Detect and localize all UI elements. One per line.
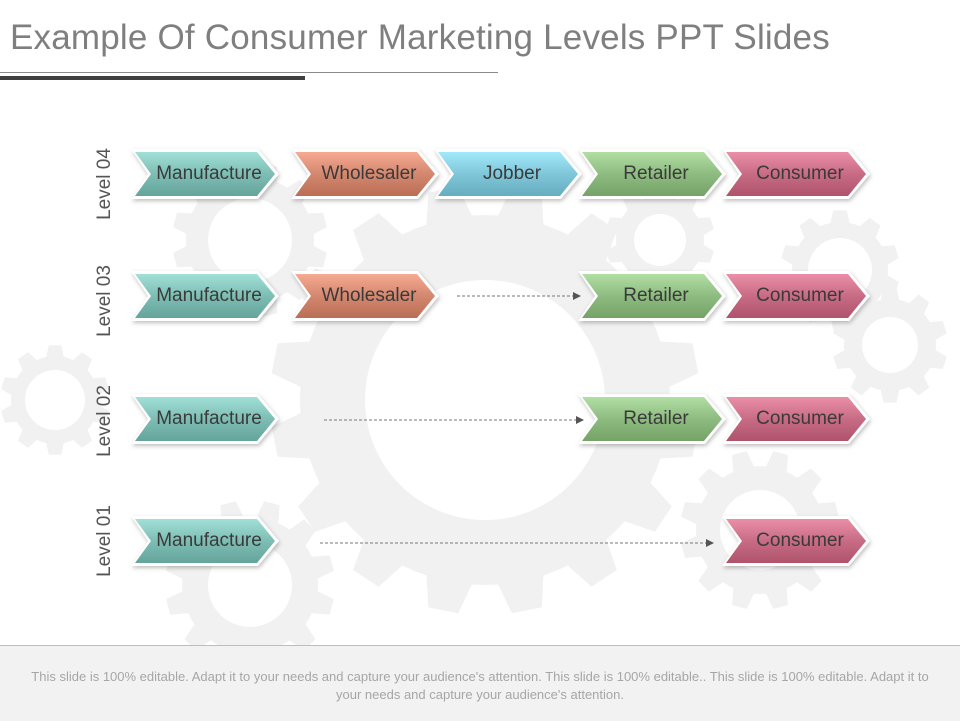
level-04-consumer-chevron[interactable]: Consumer <box>721 148 871 200</box>
level-03-retailer-chevron[interactable]: Retailer <box>577 270 727 322</box>
title-rule-thick <box>0 76 305 80</box>
level-02-retailer-chevron[interactable]: Retailer <box>577 393 727 445</box>
stage-label: Wholesaler <box>321 163 417 184</box>
stage-label: Consumer <box>756 408 844 429</box>
chevron-shape <box>131 394 279 444</box>
chevron-shape <box>722 516 870 566</box>
level-03-consumer-chevron[interactable]: Consumer <box>721 270 871 322</box>
stage-label: Manufacture <box>156 530 262 551</box>
level-02-dashed-arrow <box>324 416 584 424</box>
gear-hole <box>208 198 292 282</box>
level-03-dashed-arrow <box>457 292 581 300</box>
level-04-manufacture-chevron[interactable]: Manufacture <box>130 148 280 200</box>
stage-label: Manufacture <box>156 163 262 184</box>
level-01-dashed-arrow <box>320 539 714 547</box>
level-01-label: Level 01 <box>94 505 115 577</box>
level-03-manufacture-chevron[interactable]: Manufacture <box>130 270 280 322</box>
page-title: Example Of Consumer Marketing Levels PPT… <box>10 18 830 57</box>
level-01-manufacture-chevron[interactable]: Manufacture <box>130 515 280 567</box>
chevron-shape <box>722 394 870 444</box>
level-04-jobber-chevron[interactable]: Jobber <box>433 148 583 200</box>
background-gears <box>1 163 947 645</box>
chevron-shape <box>722 149 870 199</box>
level-02-label: Level 02 <box>94 385 115 457</box>
footer-text: This slide is 100% editable. Adapt it to… <box>31 669 929 702</box>
chevron-shape <box>291 149 439 199</box>
stage-label: Consumer <box>756 163 844 184</box>
gear-hole <box>862 317 918 373</box>
stage-label: Manufacture <box>156 408 262 429</box>
level-03-label: Level 03 <box>94 265 115 337</box>
chevron-shape <box>131 271 279 321</box>
gear-hole <box>365 280 605 520</box>
chevron-shape <box>291 271 439 321</box>
gear-hole <box>25 370 85 430</box>
footer-bar: This slide is 100% editable. Adapt it to… <box>0 645 960 721</box>
level-03-wholesaler-chevron[interactable]: Wholesaler <box>290 270 440 322</box>
stage-label: Wholesaler <box>321 285 417 306</box>
level-01-consumer-chevron[interactable]: Consumer <box>721 515 871 567</box>
level-02-manufacture-chevron[interactable]: Manufacture <box>130 393 280 445</box>
chevron-shape <box>578 149 726 199</box>
level-04-retailer-chevron[interactable]: Retailer <box>577 148 727 200</box>
stage-label: Jobber <box>482 163 542 184</box>
stage-label: Manufacture <box>156 285 262 306</box>
stage-label: Consumer <box>756 530 844 551</box>
level-04-label: Level 04 <box>94 148 115 220</box>
title-rule-thin <box>0 72 498 73</box>
chevron-shape <box>434 149 582 199</box>
chevron-shape <box>722 271 870 321</box>
chevron-shape <box>131 149 279 199</box>
chevron-shape <box>131 516 279 566</box>
chevron-shape <box>578 394 726 444</box>
gear-hole <box>634 214 686 266</box>
stage-label: Retailer <box>623 285 689 306</box>
stage-label: Retailer <box>623 408 689 429</box>
stage-label: Retailer <box>623 163 689 184</box>
stage-label: Consumer <box>756 285 844 306</box>
level-02-consumer-chevron[interactable]: Consumer <box>721 393 871 445</box>
level-04-wholesaler-chevron[interactable]: Wholesaler <box>290 148 440 200</box>
chevron-shape <box>578 271 726 321</box>
